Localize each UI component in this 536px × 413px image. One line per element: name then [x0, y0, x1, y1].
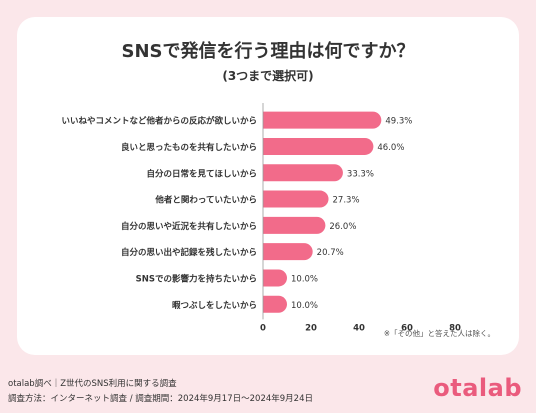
x-tick-label: 60 — [401, 323, 413, 333]
bar — [263, 111, 382, 129]
value-label: 10.0% — [291, 274, 318, 284]
category-label: 良いと思ったものを共有したいから — [121, 142, 257, 153]
chart-title: SNSで発信を行う理由は何ですか？ — [121, 41, 415, 62]
value-label: 33.3% — [347, 169, 374, 179]
bar — [263, 243, 313, 261]
otalab-logo: otalab — [433, 374, 522, 402]
footer-method: 調査方法：インターネット調査 / 調査期間：2024年9月17日〜2024年9月… — [8, 394, 313, 404]
bar — [263, 216, 326, 234]
value-label: 10.0% — [291, 301, 318, 311]
category-label: 暇つぶしをしたいから — [172, 300, 257, 311]
value-label: 26.0% — [329, 222, 356, 232]
x-tick-label: 0 — [260, 323, 266, 333]
chart-card: SNSで発信を行う理由は何ですか？ (3つまで選択可) いいねやコメントなど他者… — [17, 17, 519, 355]
bar-chart: いいねやコメントなど他者からの反応が欲しいから 49.3% 良いと思ったものを共有し… — [61, 103, 461, 333]
footer-source: otalab調べ｜Z世代のSNS利用に関する調査 — [8, 379, 177, 389]
value-label: 49.3% — [385, 117, 412, 127]
chart-subtitle: (3つまで選択可) — [222, 69, 314, 83]
category-label: いいねやコメントなど他者からの反応が欲しいから — [61, 116, 257, 127]
bar — [263, 269, 288, 287]
category-label: 自分の思い出や記録を残したいから — [121, 247, 257, 258]
category-label: SNSでの影響力を持ちたいから — [136, 273, 257, 284]
x-tick-label: 40 — [353, 323, 365, 333]
bar — [263, 164, 343, 182]
bar — [263, 295, 287, 313]
x-tick-label: 20 — [305, 323, 317, 333]
category-label: 他者と関わっていたいから — [154, 195, 257, 206]
category-label: 自分の思いや近況を共有したいから — [121, 221, 257, 232]
footnote: ※「その他」と答えた人は除く。 — [383, 329, 495, 338]
value-label: 27.3% — [333, 196, 360, 206]
value-label: 20.7% — [317, 248, 344, 258]
x-tick-label: 80 — [449, 323, 461, 333]
bar — [263, 137, 374, 155]
bar — [263, 190, 329, 208]
value-label: 46.0% — [377, 143, 404, 153]
category-label: 自分の日常を見てほしいから — [146, 168, 257, 179]
